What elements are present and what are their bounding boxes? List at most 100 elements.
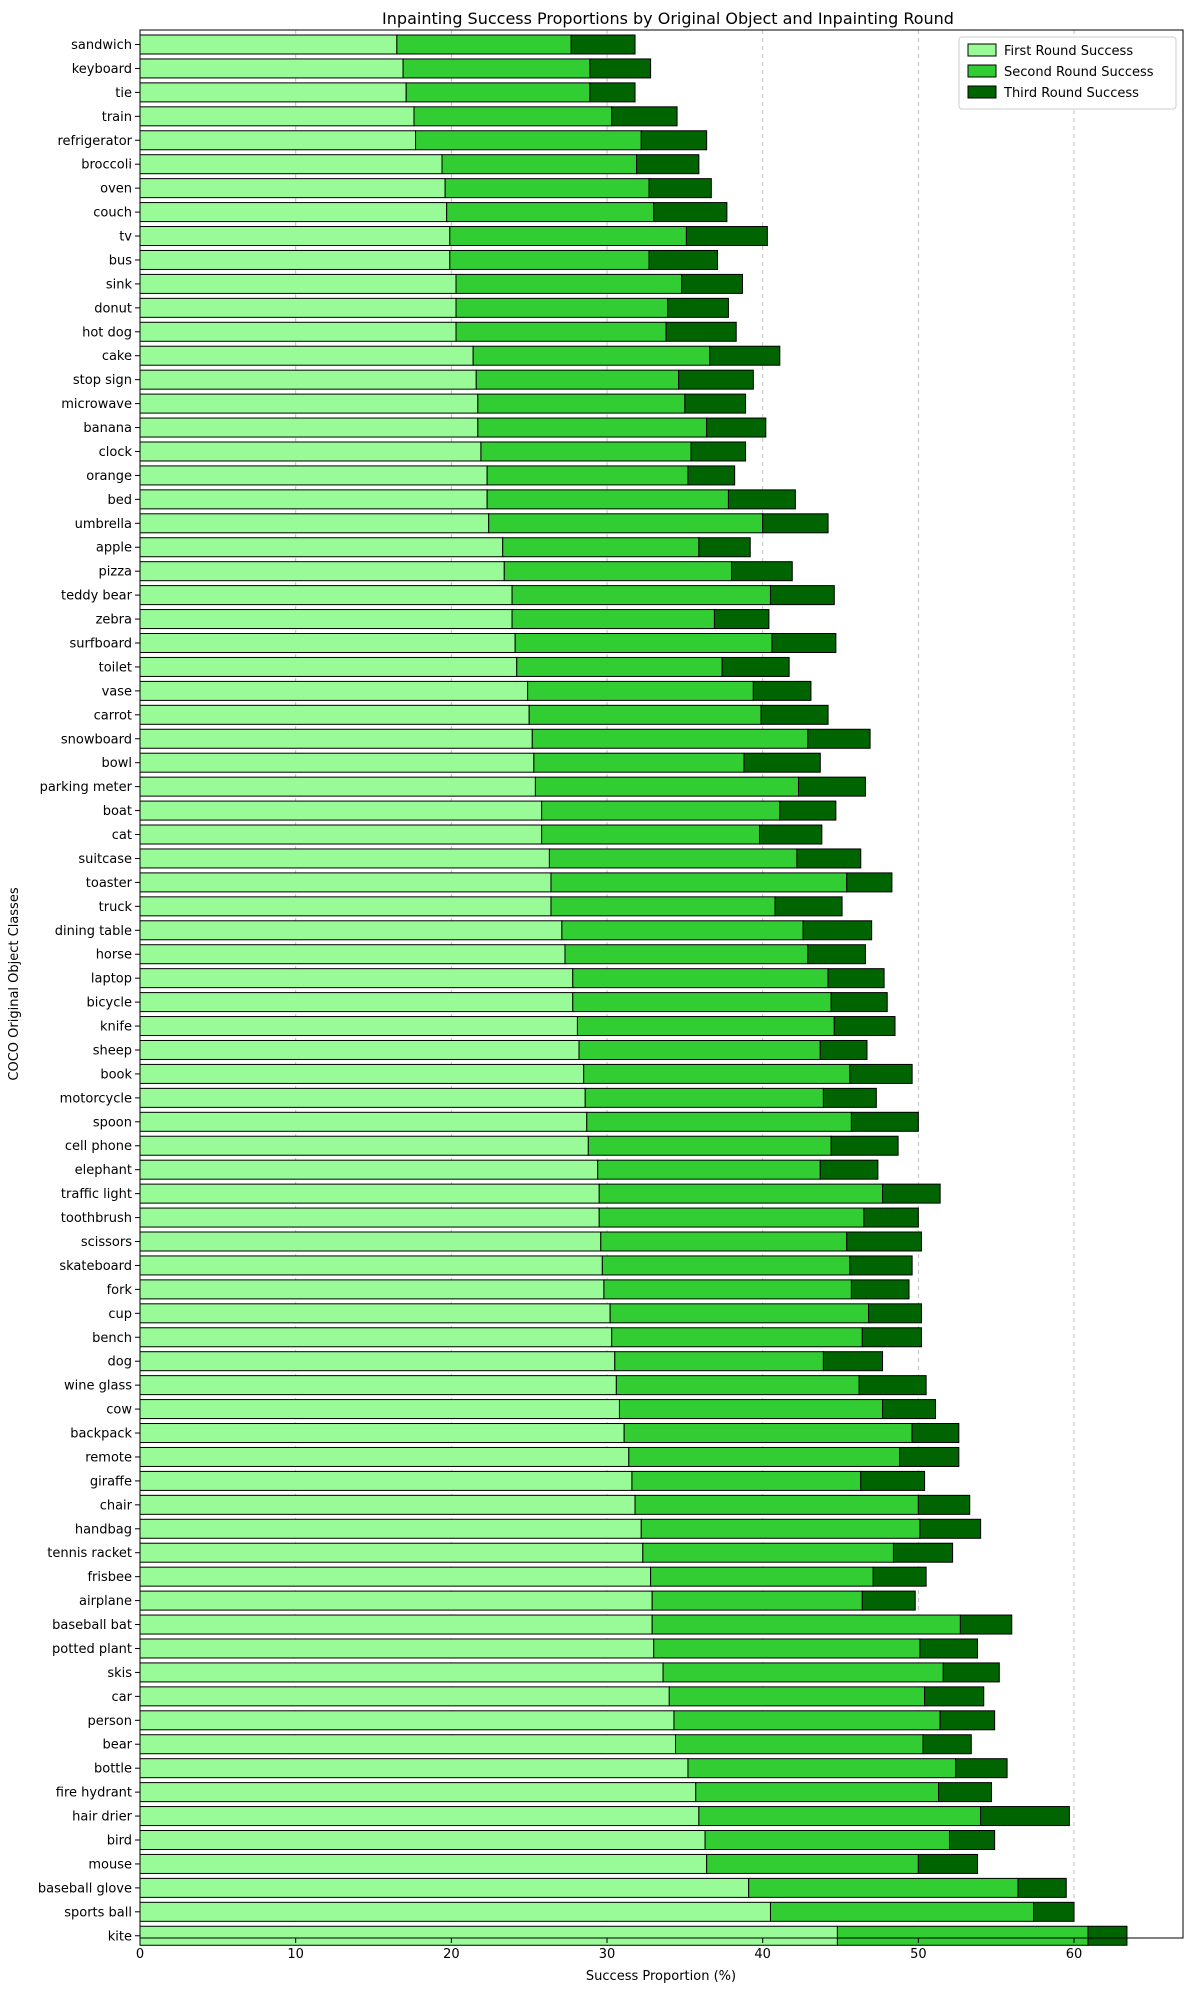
y-tick-label: laptop	[91, 972, 132, 987]
y-tick-label: bowl	[102, 756, 132, 771]
bar-second-round	[502, 537, 700, 558]
bar-first-round	[139, 1686, 670, 1707]
bar-first-round	[139, 1710, 675, 1731]
bar-third-round	[759, 824, 823, 845]
bar-first-round	[139, 178, 446, 199]
bar-second-round	[455, 273, 683, 294]
bar-second-round	[455, 321, 667, 342]
bar-second-round	[446, 202, 655, 223]
bar-second-round	[668, 1686, 926, 1707]
bar-third-round	[769, 585, 835, 606]
bar-third-round	[690, 441, 747, 462]
bar-third-round	[959, 1614, 1013, 1635]
bar-first-round	[139, 1039, 580, 1060]
bar-first-round	[139, 393, 479, 414]
bar-third-round	[640, 130, 708, 151]
bar-third-round	[771, 633, 837, 653]
bar-first-round	[139, 1901, 771, 1922]
y-tick-label: dog	[108, 1355, 132, 1370]
x-tick-label: 60	[1066, 1947, 1083, 1962]
legend-box	[958, 36, 1177, 110]
bar-first-round	[139, 704, 530, 725]
bar-second-round	[615, 1375, 860, 1396]
bar-second-round	[572, 968, 829, 989]
bar-second-round	[653, 1638, 921, 1659]
bar-second-round	[695, 1782, 940, 1803]
bar-second-round	[444, 178, 650, 199]
bar-third-round	[942, 1662, 1000, 1683]
bar-first-round	[139, 537, 504, 558]
bar-third-round	[849, 1255, 913, 1276]
bar-second-round	[651, 1614, 961, 1635]
bar-third-round	[743, 752, 821, 773]
bar-third-round	[922, 1734, 972, 1755]
bar-second-round	[706, 1853, 919, 1874]
bar-third-round	[681, 273, 743, 294]
bar-third-round	[938, 1782, 993, 1803]
bar-second-round	[614, 1351, 824, 1372]
bar-third-round	[1033, 1901, 1075, 1922]
bar-second-round	[583, 1063, 851, 1084]
y-axis: sandwich keyboard tie train refrigerator broc…	[38, 38, 140, 1944]
bar-first-round	[139, 561, 505, 582]
y-tick-label: carrot	[94, 708, 132, 723]
x-axis-title: Success Proportion (%)	[586, 1969, 736, 1984]
y-tick-label: truck	[99, 900, 133, 915]
bar-third-round	[802, 920, 873, 941]
bar-third-round	[980, 1806, 1070, 1827]
y-tick-label: kite	[108, 1929, 132, 1944]
bar-second-round	[675, 1734, 924, 1755]
y-tick-label: tv	[119, 230, 132, 245]
y-tick-label: oven	[100, 182, 132, 197]
bar-first-round	[139, 1375, 617, 1396]
bar-third-round	[858, 1375, 927, 1396]
bar-first-round	[139, 249, 451, 270]
bar-third-round	[892, 1542, 954, 1563]
bar-second-round	[415, 130, 642, 151]
bar-third-round	[850, 1279, 910, 1300]
y-tick-label: sandwich	[71, 38, 132, 53]
bar-second-round	[449, 249, 650, 270]
bar-third-round	[830, 1135, 899, 1156]
bar-second-round	[587, 1135, 832, 1156]
y-tick-label: remote	[85, 1450, 132, 1465]
bar-first-round	[139, 1542, 644, 1563]
bar-first-round	[139, 848, 550, 869]
bar-second-round	[600, 1231, 848, 1252]
bar-third-round	[648, 178, 712, 199]
bar-third-round	[779, 800, 837, 821]
bar-first-round	[139, 896, 552, 917]
y-tick-label: handbag	[75, 1522, 132, 1537]
bar-first-round	[139, 58, 404, 79]
bar-first-round	[139, 1590, 653, 1611]
bar-second-round	[598, 1207, 865, 1228]
bar-third-round	[797, 776, 866, 797]
bar-third-round	[919, 1638, 979, 1659]
bar-second-round	[477, 393, 686, 414]
x-tick-label: 0	[136, 1947, 144, 1962]
bar-first-round	[139, 1446, 630, 1467]
bars	[139, 34, 1128, 1946]
legend-swatch	[967, 64, 997, 78]
y-tick-label: microwave	[61, 397, 132, 412]
bar-second-round	[477, 417, 708, 438]
bar-first-round	[139, 1255, 603, 1276]
bar-first-round	[139, 992, 574, 1013]
bar-third-round	[860, 1470, 926, 1491]
y-tick-label: hot dog	[82, 325, 132, 340]
y-tick-label: parking meter	[40, 780, 133, 795]
bar-second-round	[634, 1494, 919, 1515]
bar-second-round	[618, 1399, 884, 1420]
y-tick-label: motorcycle	[60, 1091, 132, 1106]
bar-third-round	[827, 968, 885, 989]
y-tick-label: surfboard	[70, 637, 132, 652]
x-axis: 0 10 20 30 40 50 60	[136, 1938, 1082, 1962]
bar-second-round	[628, 1446, 901, 1467]
bar-first-round	[139, 1087, 586, 1108]
bar-first-round	[139, 1423, 625, 1444]
y-tick-label: toaster	[86, 876, 133, 891]
bar-third-round	[727, 489, 796, 510]
bar-second-round	[640, 1518, 921, 1539]
bar-first-round	[139, 609, 513, 630]
bar-third-round	[882, 1399, 936, 1420]
